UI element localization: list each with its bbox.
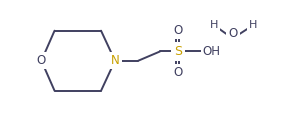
Text: O: O — [228, 27, 237, 40]
Text: O: O — [37, 54, 46, 67]
Text: S: S — [174, 45, 182, 58]
Text: O: O — [173, 24, 182, 37]
Text: H: H — [249, 20, 257, 30]
Text: H: H — [210, 20, 218, 30]
Text: O: O — [173, 66, 182, 79]
Text: OH: OH — [202, 45, 220, 58]
Text: N: N — [111, 54, 119, 67]
